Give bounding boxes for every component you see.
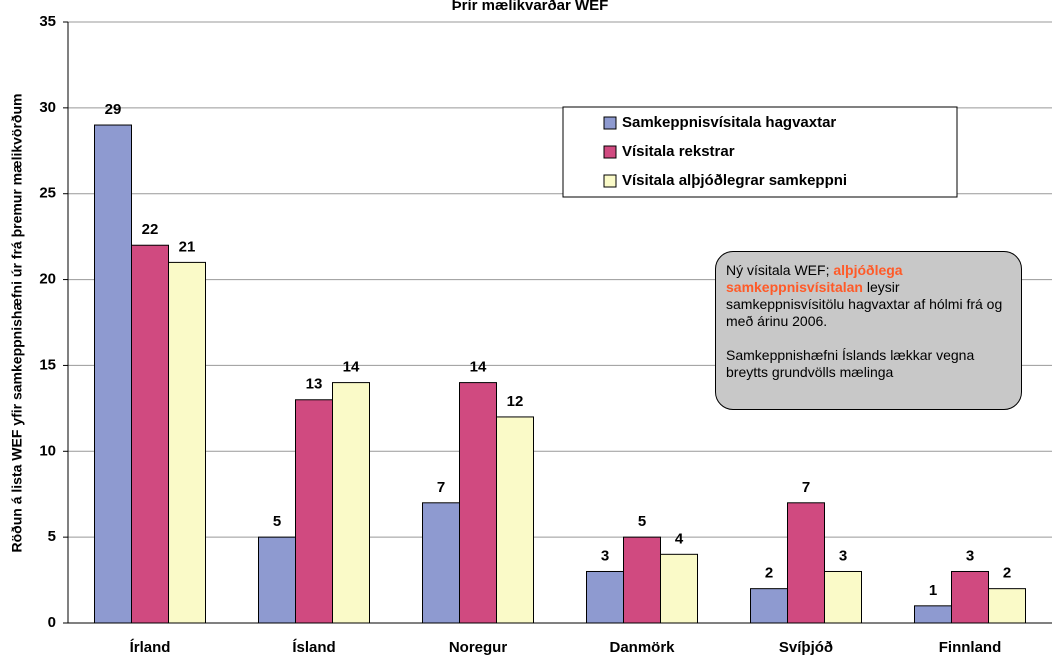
bar (295, 399, 333, 624)
annotation-text: leysir samkeppnisvísitölu hagvaxtar af h… (726, 279, 1003, 329)
legend-label: Samkeppnisvísitala hagvaxtar (622, 114, 836, 131)
y-tick-label: 25 (39, 185, 56, 202)
y-tick-label: 35 (39, 13, 56, 30)
bar (951, 570, 989, 624)
bar (94, 124, 132, 624)
y-axis-label: Röðun á lista WEF yfir samkeppnishæfni ú… (9, 94, 25, 553)
data-label: 4 (675, 530, 684, 547)
data-label: 5 (273, 513, 281, 530)
y-tick-label: 5 (48, 528, 56, 545)
legend-label: Vísitala rekstrar (622, 143, 735, 160)
bar (422, 502, 460, 624)
x-tick-label: Ísland (292, 639, 335, 656)
bar (824, 570, 862, 624)
y-tick-label: 20 (39, 271, 56, 288)
data-label: 2 (765, 565, 773, 582)
bar (914, 605, 952, 624)
annotation-highlight: alþjóðlega samkeppnisvísitalan (726, 262, 903, 295)
legend-swatch (603, 145, 617, 159)
data-label: 1 (929, 582, 937, 599)
legend-swatch (603, 174, 617, 188)
data-label: 5 (638, 513, 646, 530)
annotation-text: Ný vísitala WEF; (726, 262, 834, 278)
y-tick-label: 0 (48, 614, 56, 631)
data-label: 3 (839, 547, 847, 564)
bar (623, 536, 661, 624)
x-tick-label: Írland (130, 639, 171, 656)
data-label: 14 (343, 359, 360, 376)
data-label: 2 (1003, 565, 1011, 582)
bar (988, 588, 1026, 624)
data-label: 13 (306, 376, 323, 393)
legend-swatch (603, 116, 617, 130)
y-tick-label: 15 (39, 356, 56, 373)
bar (586, 570, 624, 624)
y-tick-label: 30 (39, 99, 56, 116)
data-label: 3 (601, 547, 609, 564)
x-tick-label: Danmörk (609, 639, 675, 656)
bar (258, 536, 296, 624)
chart-title: Þrír mælikvarðar WEF (452, 0, 609, 14)
bar (332, 382, 370, 624)
data-label: 22 (142, 221, 159, 238)
bar (131, 244, 169, 624)
annotation-note: Samkeppnishæfni Íslands lækkar vegna bre… (726, 347, 975, 380)
data-label: 21 (179, 238, 196, 255)
data-label: 12 (507, 393, 524, 410)
annotation: Ný vísitala WEF; alþjóðlega samkeppnisví… (715, 251, 1022, 410)
y-tick-label: 10 (39, 442, 56, 459)
bar (660, 553, 698, 624)
data-label: 3 (966, 547, 974, 564)
x-tick-label: Finnland (939, 639, 1002, 656)
data-label: 7 (437, 479, 445, 496)
bar (459, 382, 497, 624)
data-label: 29 (105, 101, 122, 118)
bar (496, 416, 534, 624)
bar (787, 502, 825, 624)
bar (168, 261, 206, 624)
legend-box (562, 106, 958, 198)
x-tick-label: Noregur (449, 639, 508, 656)
legend-label: Vísitala alþjóðlegrar samkeppni (622, 172, 847, 189)
data-label: 7 (802, 479, 810, 496)
x-tick-label: Svíþjóð (779, 639, 833, 656)
data-label: 14 (470, 359, 487, 376)
bar (750, 588, 788, 624)
